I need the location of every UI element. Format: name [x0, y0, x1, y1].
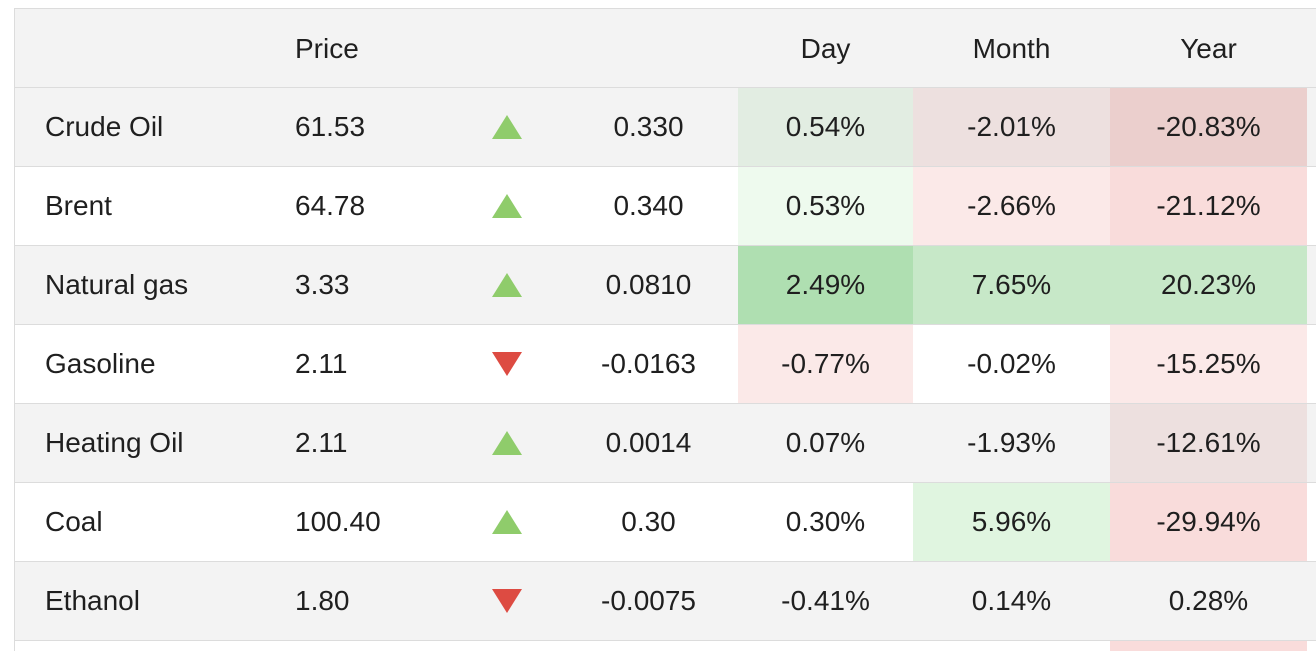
change-cell: 0.340: [613, 190, 684, 221]
change-cell: 0.0014: [605, 427, 692, 458]
year-change-cell: 0.28%: [1110, 562, 1307, 640]
day-change-cell: 0.53%: [738, 167, 913, 245]
commodity-name-link[interactable]: Gasoline: [45, 348, 156, 379]
triangle-up-icon: [492, 431, 522, 455]
header-change: [559, 9, 738, 87]
triangle-down-icon: [492, 589, 522, 613]
change-cell: 0.330: [613, 111, 684, 142]
price-cell: 2.11: [295, 427, 348, 458]
year-change-cell: -21.12%: [1110, 167, 1307, 245]
direction-cell: [455, 483, 559, 561]
header-day[interactable]: Day: [800, 33, 851, 64]
month-change-cell: -2.66%: [913, 167, 1110, 245]
month-change-cell: -0.02%: [913, 325, 1110, 403]
price-cell: 64.78: [295, 190, 366, 221]
table-row[interactable]: Natural gas 3.33 0.0810 2.49% 7.65% 20.23%: [15, 246, 1316, 325]
month-change-cell: -2.01%: [913, 88, 1110, 166]
commodities-table: Price Day Month Year Crude Oil 61.53 0.330…: [14, 8, 1316, 641]
table-body: Crude Oil 61.53 0.330 0.54% -2.01% -20.83% Bre…: [15, 88, 1316, 641]
year-change-cell: -12.61%: [1110, 404, 1307, 482]
month-change-cell: 0.14%: [913, 562, 1110, 640]
commodity-name-link[interactable]: Heating Oil: [45, 427, 184, 458]
direction-cell: [455, 88, 559, 166]
day-change-cell: 2.49%: [738, 246, 913, 324]
table-row[interactable]: Heating Oil 2.11 0.0014 0.07% -1.93% -12.61%: [15, 404, 1316, 483]
day-change-cell: -0.41%: [738, 562, 913, 640]
month-change-cell: -1.93%: [913, 404, 1110, 482]
change-cell: 0.0810: [605, 269, 692, 300]
day-change-cell: 0.30%: [738, 483, 913, 561]
partial-year-cell: [1110, 641, 1307, 651]
header-arrow: [455, 9, 559, 87]
day-change-cell: 0.54%: [738, 88, 913, 166]
commodity-name-link[interactable]: Natural gas: [45, 269, 189, 300]
year-change-cell: -20.83%: [1110, 88, 1307, 166]
price-cell: 2.11: [295, 348, 348, 379]
change-cell: 0.30: [621, 506, 676, 537]
triangle-down-icon: [492, 352, 522, 376]
direction-cell: [455, 167, 559, 245]
commodity-name-link[interactable]: Brent: [45, 190, 112, 221]
day-change-cell: -0.77%: [738, 325, 913, 403]
table-header-row: Price Day Month Year: [15, 9, 1316, 88]
commodity-name-link[interactable]: Crude Oil: [45, 111, 164, 142]
header-year[interactable]: Year: [1180, 33, 1237, 64]
direction-cell: [455, 404, 559, 482]
commodity-name-link[interactable]: Ethanol: [45, 585, 140, 616]
direction-cell: [455, 325, 559, 403]
commodity-name-link[interactable]: Coal: [45, 506, 103, 537]
month-change-cell: 7.65%: [913, 246, 1110, 324]
year-change-cell: -29.94%: [1110, 483, 1307, 561]
year-change-cell: -15.25%: [1110, 325, 1307, 403]
header-price[interactable]: Price: [295, 33, 359, 64]
triangle-up-icon: [492, 510, 522, 534]
price-cell: 3.33: [295, 269, 350, 300]
table-row[interactable]: Coal 100.40 0.30 0.30% 5.96% -29.94%: [15, 483, 1316, 562]
day-change-cell: 0.07%: [738, 404, 913, 482]
table-row-partial: [14, 641, 1316, 651]
header-month[interactable]: Month: [972, 33, 1051, 64]
change-cell: -0.0163: [601, 348, 696, 379]
table-row[interactable]: Ethanol 1.80 -0.0075 -0.41% 0.14% 0.28%: [15, 562, 1316, 641]
triangle-up-icon: [492, 194, 522, 218]
table-row[interactable]: Gasoline 2.11 -0.0163 -0.77% -0.02% -15.25%: [15, 325, 1316, 404]
table-row[interactable]: Crude Oil 61.53 0.330 0.54% -2.01% -20.83%: [15, 88, 1316, 167]
table-row[interactable]: Brent 64.78 0.340 0.53% -2.66% -21.12%: [15, 167, 1316, 246]
price-cell: 1.80: [295, 585, 350, 616]
triangle-up-icon: [492, 115, 522, 139]
change-cell: -0.0075: [601, 585, 696, 616]
year-change-cell: 20.23%: [1110, 246, 1307, 324]
price-cell: 61.53: [295, 111, 366, 142]
triangle-up-icon: [492, 273, 522, 297]
direction-cell: [455, 246, 559, 324]
price-cell: 100.40: [295, 506, 381, 537]
direction-cell: [455, 562, 559, 640]
header-name: [15, 9, 265, 87]
month-change-cell: 5.96%: [913, 483, 1110, 561]
